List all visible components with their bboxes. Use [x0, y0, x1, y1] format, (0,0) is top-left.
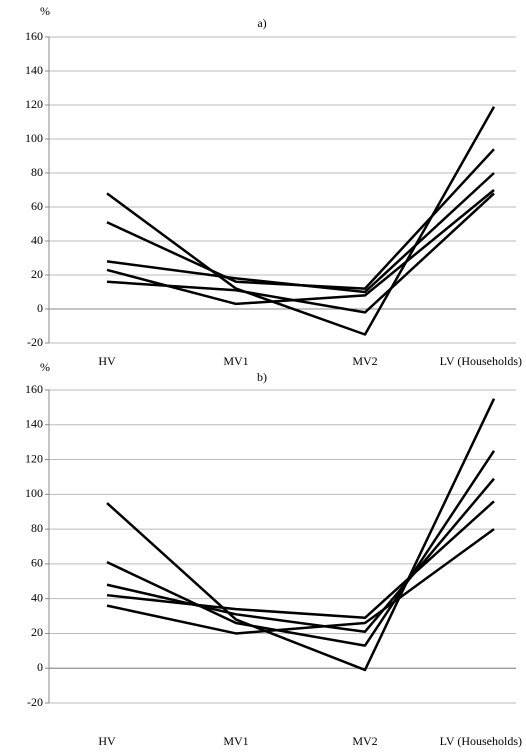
series-line — [106, 148, 495, 290]
x-tick-label: MV1 — [223, 354, 248, 368]
x-tick-label: LV (Households) — [440, 734, 522, 748]
y-tick-label: 120 — [25, 451, 43, 465]
y-tick-label: 60 — [31, 556, 43, 570]
series-line — [106, 192, 495, 314]
y-tick-label: 40 — [31, 590, 43, 604]
y-tick-label: -20 — [27, 695, 43, 709]
chart-title: a) — [257, 16, 266, 30]
y-tick-label: 140 — [25, 63, 43, 77]
y-tick-label: 140 — [25, 417, 43, 431]
y-tick-label: 80 — [31, 165, 43, 179]
series-line — [106, 450, 496, 647]
x-tick-label: HV — [98, 734, 116, 748]
series-line — [106, 172, 495, 294]
y-tick-label: 60 — [31, 199, 43, 213]
y-axis-label: % — [40, 4, 50, 18]
x-tick-label: MV1 — [223, 734, 248, 748]
y-axis-label: % — [40, 360, 50, 374]
y-tick-label: 40 — [31, 233, 43, 247]
y-tick-label: 160 — [25, 382, 43, 396]
y-tick-label: 20 — [31, 267, 43, 281]
x-tick-label: MV2 — [352, 734, 377, 748]
y-tick-label: 20 — [31, 625, 43, 639]
y-tick-label: 80 — [31, 521, 43, 535]
chart-title: b) — [257, 370, 267, 384]
y-tick-label: 160 — [25, 29, 43, 43]
y-tick-label: 0 — [37, 301, 43, 315]
series-line — [106, 500, 495, 620]
x-tick-label: LV (Households) — [440, 354, 522, 368]
x-tick-label: HV — [98, 354, 116, 368]
series-line — [106, 398, 496, 672]
series-line — [106, 528, 495, 635]
y-tick-label: -20 — [27, 335, 43, 349]
y-tick-label: 120 — [25, 97, 43, 111]
y-tick-label: 0 — [37, 660, 43, 674]
y-tick-label: 100 — [25, 486, 43, 500]
x-tick-label: MV2 — [352, 354, 377, 368]
y-tick-label: 100 — [25, 131, 43, 145]
series-line — [106, 477, 495, 633]
